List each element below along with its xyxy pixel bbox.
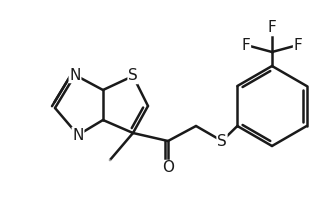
Text: O: O [162, 161, 174, 176]
Text: ●: ● [109, 159, 111, 161]
Text: F: F [268, 20, 277, 36]
Text: S: S [217, 133, 227, 148]
Text: N: N [72, 128, 84, 143]
Text: N: N [69, 67, 81, 82]
Text: F: F [242, 38, 250, 53]
Text: S: S [128, 69, 138, 84]
Text: F: F [294, 38, 302, 53]
